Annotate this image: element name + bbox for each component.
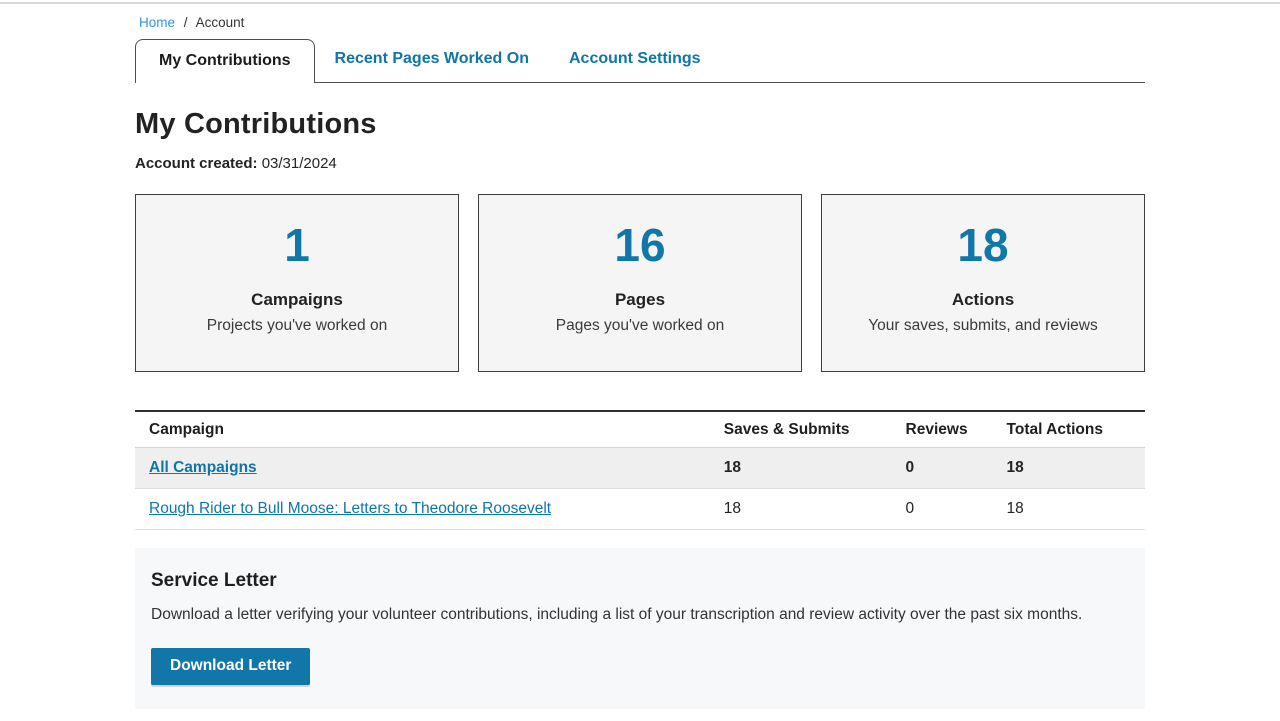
campaign-total-actions: 18 bbox=[998, 488, 1145, 530]
stat-card-pages: 16 Pages Pages you've worked on bbox=[478, 194, 802, 372]
account-tabs: My Contributions Recent Pages Worked On … bbox=[135, 38, 1145, 83]
all-campaigns-reviews: 0 bbox=[897, 447, 999, 489]
account-created-label: Account created: bbox=[135, 155, 258, 172]
service-letter-description: Download a letter verifying your volunte… bbox=[151, 605, 1083, 623]
column-header-saves-submits: Saves & Submits bbox=[715, 410, 898, 448]
all-campaigns-total-actions: 18 bbox=[998, 447, 1145, 489]
table-row-all-campaigns: All Campaigns 18 0 18 bbox=[135, 447, 1145, 489]
page-title: My Contributions bbox=[135, 108, 377, 140]
account-page: Home / Account My Contributions Recent P… bbox=[135, 4, 1145, 709]
tab-recent-pages[interactable]: Recent Pages Worked On bbox=[334, 50, 529, 67]
column-header-reviews: Reviews bbox=[897, 410, 999, 448]
campaign-link[interactable]: Rough Rider to Bull Moose: Letters to Th… bbox=[149, 499, 552, 517]
breadcrumb-home-link[interactable]: Home bbox=[139, 15, 176, 30]
all-campaigns-link[interactable]: All Campaigns bbox=[149, 458, 257, 476]
pages-count: 16 bbox=[614, 219, 666, 271]
stat-card-actions: 18 Actions Your saves, submits, and revi… bbox=[821, 194, 1145, 372]
table-row-campaign: Rough Rider to Bull Moose: Letters to Th… bbox=[135, 488, 1145, 530]
stat-card-campaigns: 1 Campaigns Projects you've worked on bbox=[135, 194, 459, 372]
table-header-row: Campaign Saves & Submits Reviews Total A… bbox=[135, 410, 1145, 448]
campaigns-table: Campaign Saves & Submits Reviews Total A… bbox=[135, 409, 1145, 530]
service-letter-section: Service Letter Download a letter verifyi… bbox=[135, 547, 1145, 709]
stat-cards: 1 Campaigns Projects you've worked on 16… bbox=[135, 194, 1145, 372]
column-header-total-actions: Total Actions bbox=[998, 410, 1145, 448]
column-header-campaign: Campaign bbox=[135, 410, 716, 448]
actions-description: Your saves, submits, and reviews bbox=[868, 316, 1098, 334]
pages-label: Pages bbox=[614, 289, 666, 309]
breadcrumb-separator: / bbox=[183, 15, 188, 30]
tab-account-settings[interactable]: Account Settings bbox=[568, 50, 701, 67]
campaigns-label: Campaigns bbox=[251, 289, 343, 309]
campaign-saves-submits: 18 bbox=[715, 488, 898, 530]
breadcrumb: Home / Account bbox=[135, 4, 1145, 36]
account-created-value: 03/31/2024 bbox=[261, 155, 337, 172]
campaign-reviews: 0 bbox=[897, 488, 999, 530]
campaigns-description: Projects you've worked on bbox=[206, 316, 388, 334]
download-letter-button[interactable]: Download Letter bbox=[151, 647, 311, 685]
account-created: Account created: 03/31/2024 bbox=[135, 155, 1145, 172]
top-divider bbox=[0, 2, 1280, 4]
actions-label: Actions bbox=[951, 289, 1015, 309]
campaigns-count: 1 bbox=[284, 219, 310, 271]
pages-description: Pages you've worked on bbox=[555, 316, 725, 334]
service-letter-title: Service Letter bbox=[151, 569, 277, 591]
all-campaigns-saves-submits: 18 bbox=[715, 447, 898, 489]
breadcrumb-current: Account bbox=[195, 15, 245, 30]
actions-count: 18 bbox=[957, 219, 1009, 271]
tab-my-contributions[interactable]: My Contributions bbox=[135, 39, 315, 83]
